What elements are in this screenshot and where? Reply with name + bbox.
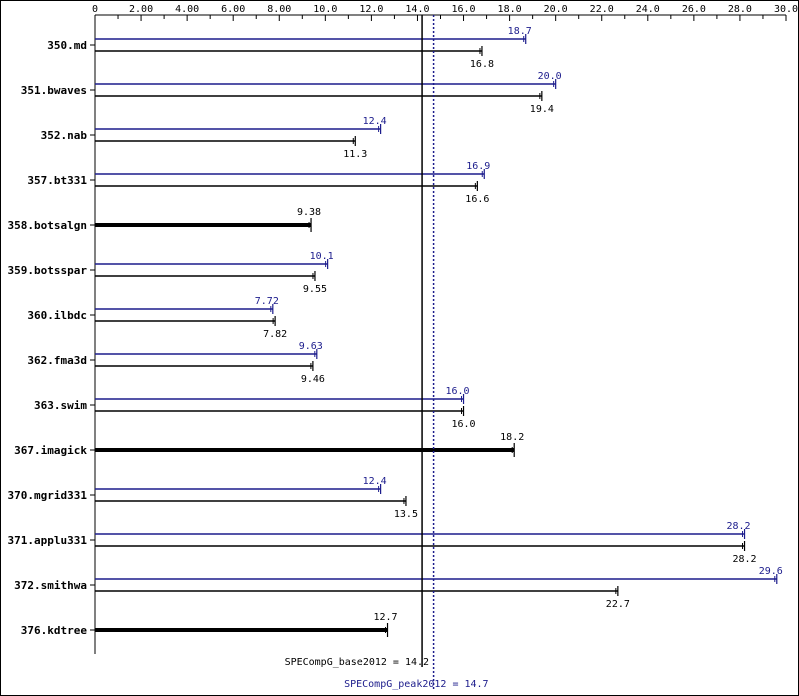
benchmark-label: 367.imagick [14,444,87,457]
x-tick-label: 14.0 [405,4,429,15]
peak-value-label: 10.1 [310,251,334,262]
x-tick-label: 16.0 [451,4,475,15]
peak-reference-label: SPECompG_peak2012 = 14.7 [344,679,489,690]
x-tick-label: 20.0 [544,4,568,15]
peak-value-label: 16.0 [445,386,469,397]
base-value-label: 16.6 [465,194,489,205]
benchmark-label: 351.bwaves [21,84,87,97]
base-value-label: 12.7 [373,612,397,623]
base-value-label: 11.3 [343,149,367,160]
base-value-label: 22.7 [606,599,630,610]
x-tick-label: 4.00 [175,4,199,15]
peak-value-label: 12.4 [363,116,387,127]
x-tick-label: 6.00 [221,4,245,15]
x-tick-label: 30.0 [774,4,798,15]
base-value-label: 19.4 [530,104,554,115]
x-tick-label: 18.0 [498,4,522,15]
x-tick-label: 26.0 [682,4,706,15]
x-tick-label: 24.0 [636,4,660,15]
base-value-label: 7.82 [263,329,287,340]
benchmark-label: 370.mgrid331 [8,489,88,502]
x-tick-label: 28.0 [728,4,752,15]
base-value-label: 9.46 [301,374,325,385]
x-tick-label: 0 [92,4,98,15]
benchmark-label: 352.nab [41,129,88,142]
peak-value-label: 16.9 [466,161,490,172]
x-tick-label: 10.0 [313,4,337,15]
benchmark-label: 376.kdtree [21,624,88,637]
base-reference-label: SPECompG_base2012 = 14.2 [285,657,430,668]
base-value-label: 13.5 [394,509,418,520]
base-value-label: 16.0 [451,419,475,430]
base-value-label: 9.55 [303,284,327,295]
benchmark-label: 362.fma3d [27,354,87,367]
x-tick-label: 12.0 [359,4,383,15]
base-value-label: 9.38 [297,207,321,218]
benchmark-label: 350.md [47,39,87,52]
base-value-label: 16.8 [470,59,494,70]
peak-value-label: 18.7 [508,26,532,37]
benchmark-label: 360.ilbdc [27,309,87,322]
peak-value-label: 12.4 [363,476,387,487]
benchmark-label: 359.botsspar [8,264,88,277]
benchmark-label: 371.applu331 [8,534,88,547]
peak-value-label: 7.72 [255,296,279,307]
peak-value-label: 29.6 [759,566,783,577]
benchmark-label: 358.botsalgn [8,219,87,232]
x-tick-label: 2.00 [129,4,153,15]
benchmark-label: 372.smithwa [14,579,87,592]
base-value-label: 18.2 [500,432,524,443]
peak-value-label: 20.0 [538,71,562,82]
benchmark-label: 363.swim [34,399,87,412]
benchmark-label: 357.bt331 [27,174,87,187]
base-value-label: 28.2 [732,554,756,565]
x-tick-label: 22.0 [590,4,614,15]
peak-value-label: 28.2 [726,521,750,532]
peak-value-label: 9.63 [299,341,323,352]
x-tick-label: 8.00 [267,4,291,15]
